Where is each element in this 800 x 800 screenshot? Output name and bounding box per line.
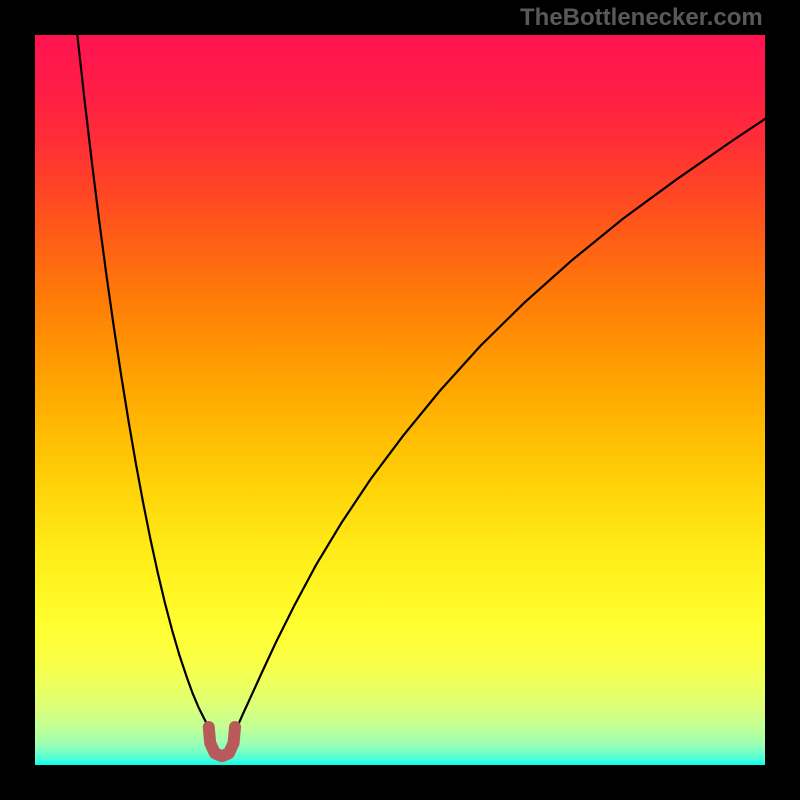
- chart-frame: TheBottlenecker.com: [0, 0, 800, 800]
- dip-marker: [209, 727, 235, 756]
- series-right_curve: [237, 119, 765, 727]
- curve-layer: [0, 0, 800, 800]
- series-left_curve: [77, 35, 208, 727]
